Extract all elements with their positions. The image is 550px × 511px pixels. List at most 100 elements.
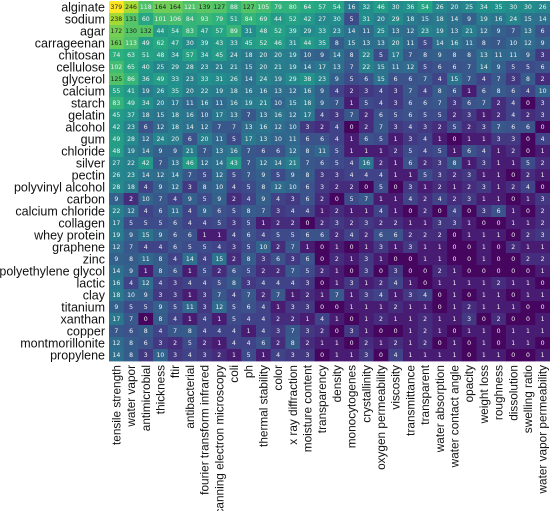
heatmap-cell [314,13,330,26]
cell-value-label: 9 [217,196,221,203]
heatmap-cell [535,85,550,98]
cell-value-label: 12 [215,304,223,311]
heatmap-cell [505,121,521,134]
heatmap-cell [138,13,154,26]
cell-value-label: 1 [497,352,501,359]
heatmap-cell [432,217,448,230]
heatmap-cell [314,61,330,74]
heatmap-cell [491,277,507,290]
cell-value-label: 1 [408,172,412,179]
heatmap-cell [300,229,316,242]
heatmap-cell [167,301,183,314]
row-label-montmorillonite: montmorillonite [20,336,105,350]
heatmap-cell [123,121,139,134]
cell-value-label: 6 [217,208,221,215]
cell-value-label: 45 [112,112,120,119]
cell-value-label: 1 [364,148,368,155]
cell-value-label: 3 [452,220,456,227]
heatmap-cell [300,253,316,266]
heatmap-cell [123,73,139,86]
cell-value-label: 20 [157,100,165,107]
cell-value-label: 6 [305,256,309,263]
heatmap-cell [373,61,389,74]
heatmap-cell [256,37,272,50]
heatmap-cell [403,49,419,62]
cell-value-label: 1 [438,352,442,359]
cell-value-label: 3 [320,172,324,179]
cell-value-label: 3 [541,232,545,239]
heatmap-cell [314,97,330,110]
heatmap-cell [344,265,360,278]
cell-value-label: 8 [526,76,530,83]
row-label-clay: clay [83,288,106,302]
cell-value-label: 29 [289,76,297,83]
heatmap-cell [535,37,550,50]
row-label-sodium: sodium [65,12,105,26]
cell-value-label: 12 [142,280,150,287]
cell-value-label: 6 [173,244,177,251]
cell-value-label: 11 [318,148,326,155]
heatmap-cell [211,217,227,230]
cell-value-label: 8 [129,352,133,359]
heatmap-cell [241,1,257,14]
heatmap-cell [344,25,360,38]
heatmap-cell [241,13,257,26]
heatmap-cell [197,325,213,338]
cell-value-label: 7 [467,76,471,83]
cell-value-label: 1 [408,340,412,347]
heatmap-cell [535,325,550,338]
heatmap-cell [461,265,477,278]
cell-value-label: 10 [539,88,547,95]
cell-value-label: 62 [157,40,165,47]
cell-value-label: 3 [158,340,162,347]
cell-value-label: 8 [335,40,339,47]
heatmap-cell [153,169,169,182]
heatmap-cell [182,289,198,302]
heatmap-cell [197,193,213,206]
heatmap-cell [535,49,550,62]
cell-value-label: 88 [230,4,238,11]
heatmap-cell [256,61,272,74]
cell-value-label: 127 [243,4,255,11]
cell-value-label: 1 [364,304,368,311]
cell-value-label: 1 [408,328,412,335]
cell-value-label: 1 [438,328,442,335]
cell-value-label: 21 [289,160,297,167]
cell-value-label: 15 [157,112,165,119]
heatmap-cell [314,265,330,278]
cell-value-label: 0 [350,244,354,251]
cell-value-label: 0 [526,268,530,275]
cell-value-label: 1 [379,304,383,311]
heatmap-cell [491,337,507,350]
heatmap-cell [505,193,521,206]
cell-value-label: 1 [364,316,368,323]
cell-value-label: 5 [423,112,427,119]
heatmap-cell [138,169,154,182]
heatmap-cell [358,217,374,230]
heatmap-cell [182,205,198,218]
heatmap-cell [432,265,448,278]
heatmap-cell [211,193,227,206]
cell-value-label: 14 [348,28,356,35]
cell-value-label: 11 [142,256,150,263]
heatmap-cell [461,217,477,230]
heatmap-cell [329,289,345,302]
cell-value-label: 1 [541,352,545,359]
heatmap-cell [226,157,242,170]
cell-value-label: 8 [291,340,295,347]
cell-value-label: 10 [142,196,150,203]
cell-value-label: 8 [261,184,265,191]
cell-value-label: 1 [423,220,427,227]
cell-value-label: 0 [467,292,471,299]
heatmap-cell [447,241,463,254]
cell-value-label: 4 [232,184,236,191]
cell-value-label: 0 [320,280,324,287]
cell-value-label: 43 [230,160,238,167]
heatmap-cell [285,61,301,74]
cell-value-label: 2 [423,316,427,323]
cell-value-label: 1 [350,352,354,359]
heatmap-cell [226,1,242,14]
cell-value-label: 1 [497,292,501,299]
heatmap-cell [358,301,374,314]
cell-value-label: 0 [526,100,530,107]
